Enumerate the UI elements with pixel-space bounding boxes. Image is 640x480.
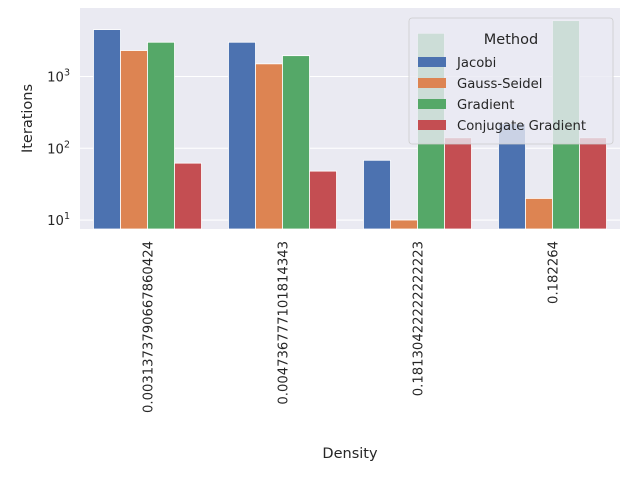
legend-label: Jacobi — [456, 56, 496, 71]
legend-title: Method — [484, 32, 538, 48]
x-tick-label: 0.18130422222222223 — [412, 241, 427, 396]
bar — [309, 170, 337, 230]
bar — [120, 50, 148, 230]
y-tick-label: 102 — [47, 139, 70, 157]
bar — [93, 29, 121, 230]
y-axis-label: Iterations — [20, 84, 36, 153]
bar — [147, 41, 175, 230]
bar — [363, 159, 391, 230]
x-tick-label: 0.004736777101814343 — [277, 241, 292, 405]
bar — [444, 137, 472, 230]
x-tick-labels: 0.0031373790667860424 0.00473677710181434… — [142, 241, 562, 413]
legend-swatch — [418, 78, 446, 88]
y-tick-label: 103 — [47, 67, 70, 85]
legend-swatch — [418, 57, 446, 67]
y-tick-labels: 101 102 103 — [47, 67, 70, 229]
x-axis-label: Density — [322, 446, 378, 462]
legend-label: Conjugate Gradient — [457, 119, 586, 134]
legend-label: Gradient — [457, 98, 514, 113]
x-tick-label: 0.182264 — [547, 241, 562, 304]
legend-label: Gauss-Seidel — [457, 77, 542, 92]
legend-swatch — [418, 99, 446, 109]
bar — [579, 137, 607, 230]
legend: Method Jacobi Gauss-Seidel Gradient Conjuga… — [408, 17, 614, 145]
bar — [390, 219, 418, 230]
bar — [282, 55, 310, 230]
bar — [228, 41, 256, 230]
y-tick-label: 101 — [47, 211, 70, 229]
legend-swatch — [418, 120, 446, 130]
bar — [255, 63, 283, 230]
legend-box — [408, 17, 614, 145]
x-tick-label: 0.0031373790667860424 — [142, 241, 157, 413]
bar — [525, 198, 553, 230]
bar — [174, 162, 202, 230]
